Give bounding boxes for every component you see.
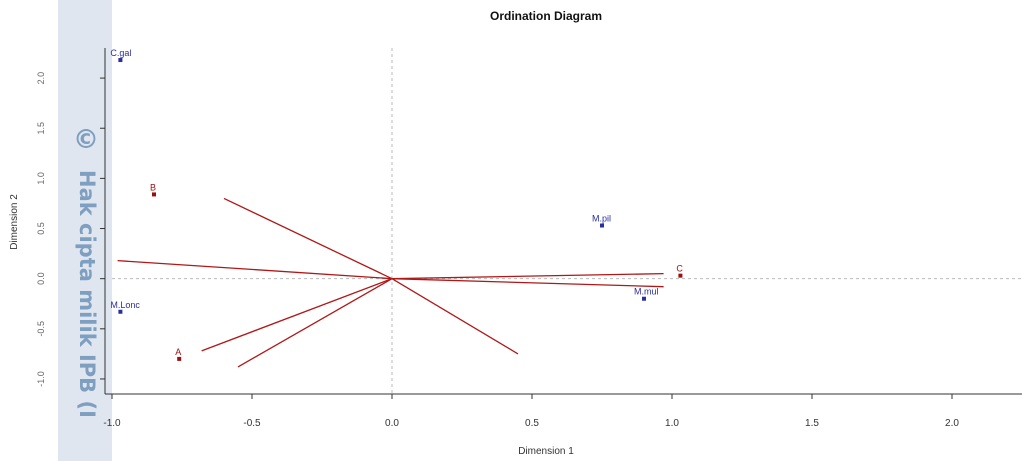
species-point xyxy=(642,296,646,301)
x-ticks: -1.0 -0.5 0.0 0.5 1.0 1.5 2.0 xyxy=(103,394,959,429)
x-axis-label: Dimension 1 xyxy=(518,446,574,457)
species-label: M.Lonc xyxy=(110,300,140,310)
species-point xyxy=(118,58,123,63)
vector-arrow xyxy=(117,259,393,280)
vector-arrow xyxy=(391,278,519,355)
group-point xyxy=(152,192,156,197)
group-point xyxy=(177,356,182,361)
y-tick-label: 0.5 xyxy=(36,222,46,235)
species-point xyxy=(118,309,123,314)
x-tick-label: 1.0 xyxy=(665,418,679,429)
y-axis-label: Dimension 2 xyxy=(9,194,20,250)
vector-arrow xyxy=(237,278,393,368)
species-point xyxy=(600,223,604,228)
group-label: B xyxy=(150,182,156,192)
copyright-symbol-icon: © xyxy=(73,125,99,155)
group-points: B C A xyxy=(150,182,683,361)
vector-arrow xyxy=(391,273,664,280)
y-tick-label: 0.0 xyxy=(36,272,46,285)
vector-arrow xyxy=(201,278,393,352)
vectors xyxy=(117,197,664,368)
vector-arrow xyxy=(391,278,664,288)
y-ticks: -1.0 -0.5 0.0 0.5 1.0 1.5 2.0 xyxy=(36,72,105,387)
y-tick-label: 1.0 xyxy=(36,172,46,185)
chart-title: Ordination Diagram xyxy=(490,9,602,23)
species-label: M.mul xyxy=(634,287,659,297)
group-label: C xyxy=(676,264,683,274)
y-tick-label: 1.5 xyxy=(36,122,46,135)
y-tick-label: -0.5 xyxy=(36,321,46,337)
watermark-text: Hak cipta milik IPB (I xyxy=(75,170,99,418)
species-points: C.gal M.pil M.mul M.Lonc xyxy=(110,48,659,314)
x-tick-label: 1.5 xyxy=(805,418,819,429)
x-tick-label: 0.5 xyxy=(525,418,539,429)
vector-arrow xyxy=(223,197,393,280)
species-label: M.pil xyxy=(592,214,611,224)
y-tick-label: 2.0 xyxy=(36,72,46,85)
group-label: A xyxy=(175,347,181,357)
species-label: C.gal xyxy=(110,48,131,58)
x-tick-label: -1.0 xyxy=(103,418,121,429)
x-tick-label: 0.0 xyxy=(385,418,399,429)
watermark-band xyxy=(58,0,112,461)
x-tick-label: 2.0 xyxy=(945,418,959,429)
group-point xyxy=(678,273,683,278)
watermark: © Hak cipta milik IPB (I xyxy=(73,125,99,418)
y-tick-label: -1.0 xyxy=(36,371,46,387)
x-tick-label: -0.5 xyxy=(243,418,261,429)
